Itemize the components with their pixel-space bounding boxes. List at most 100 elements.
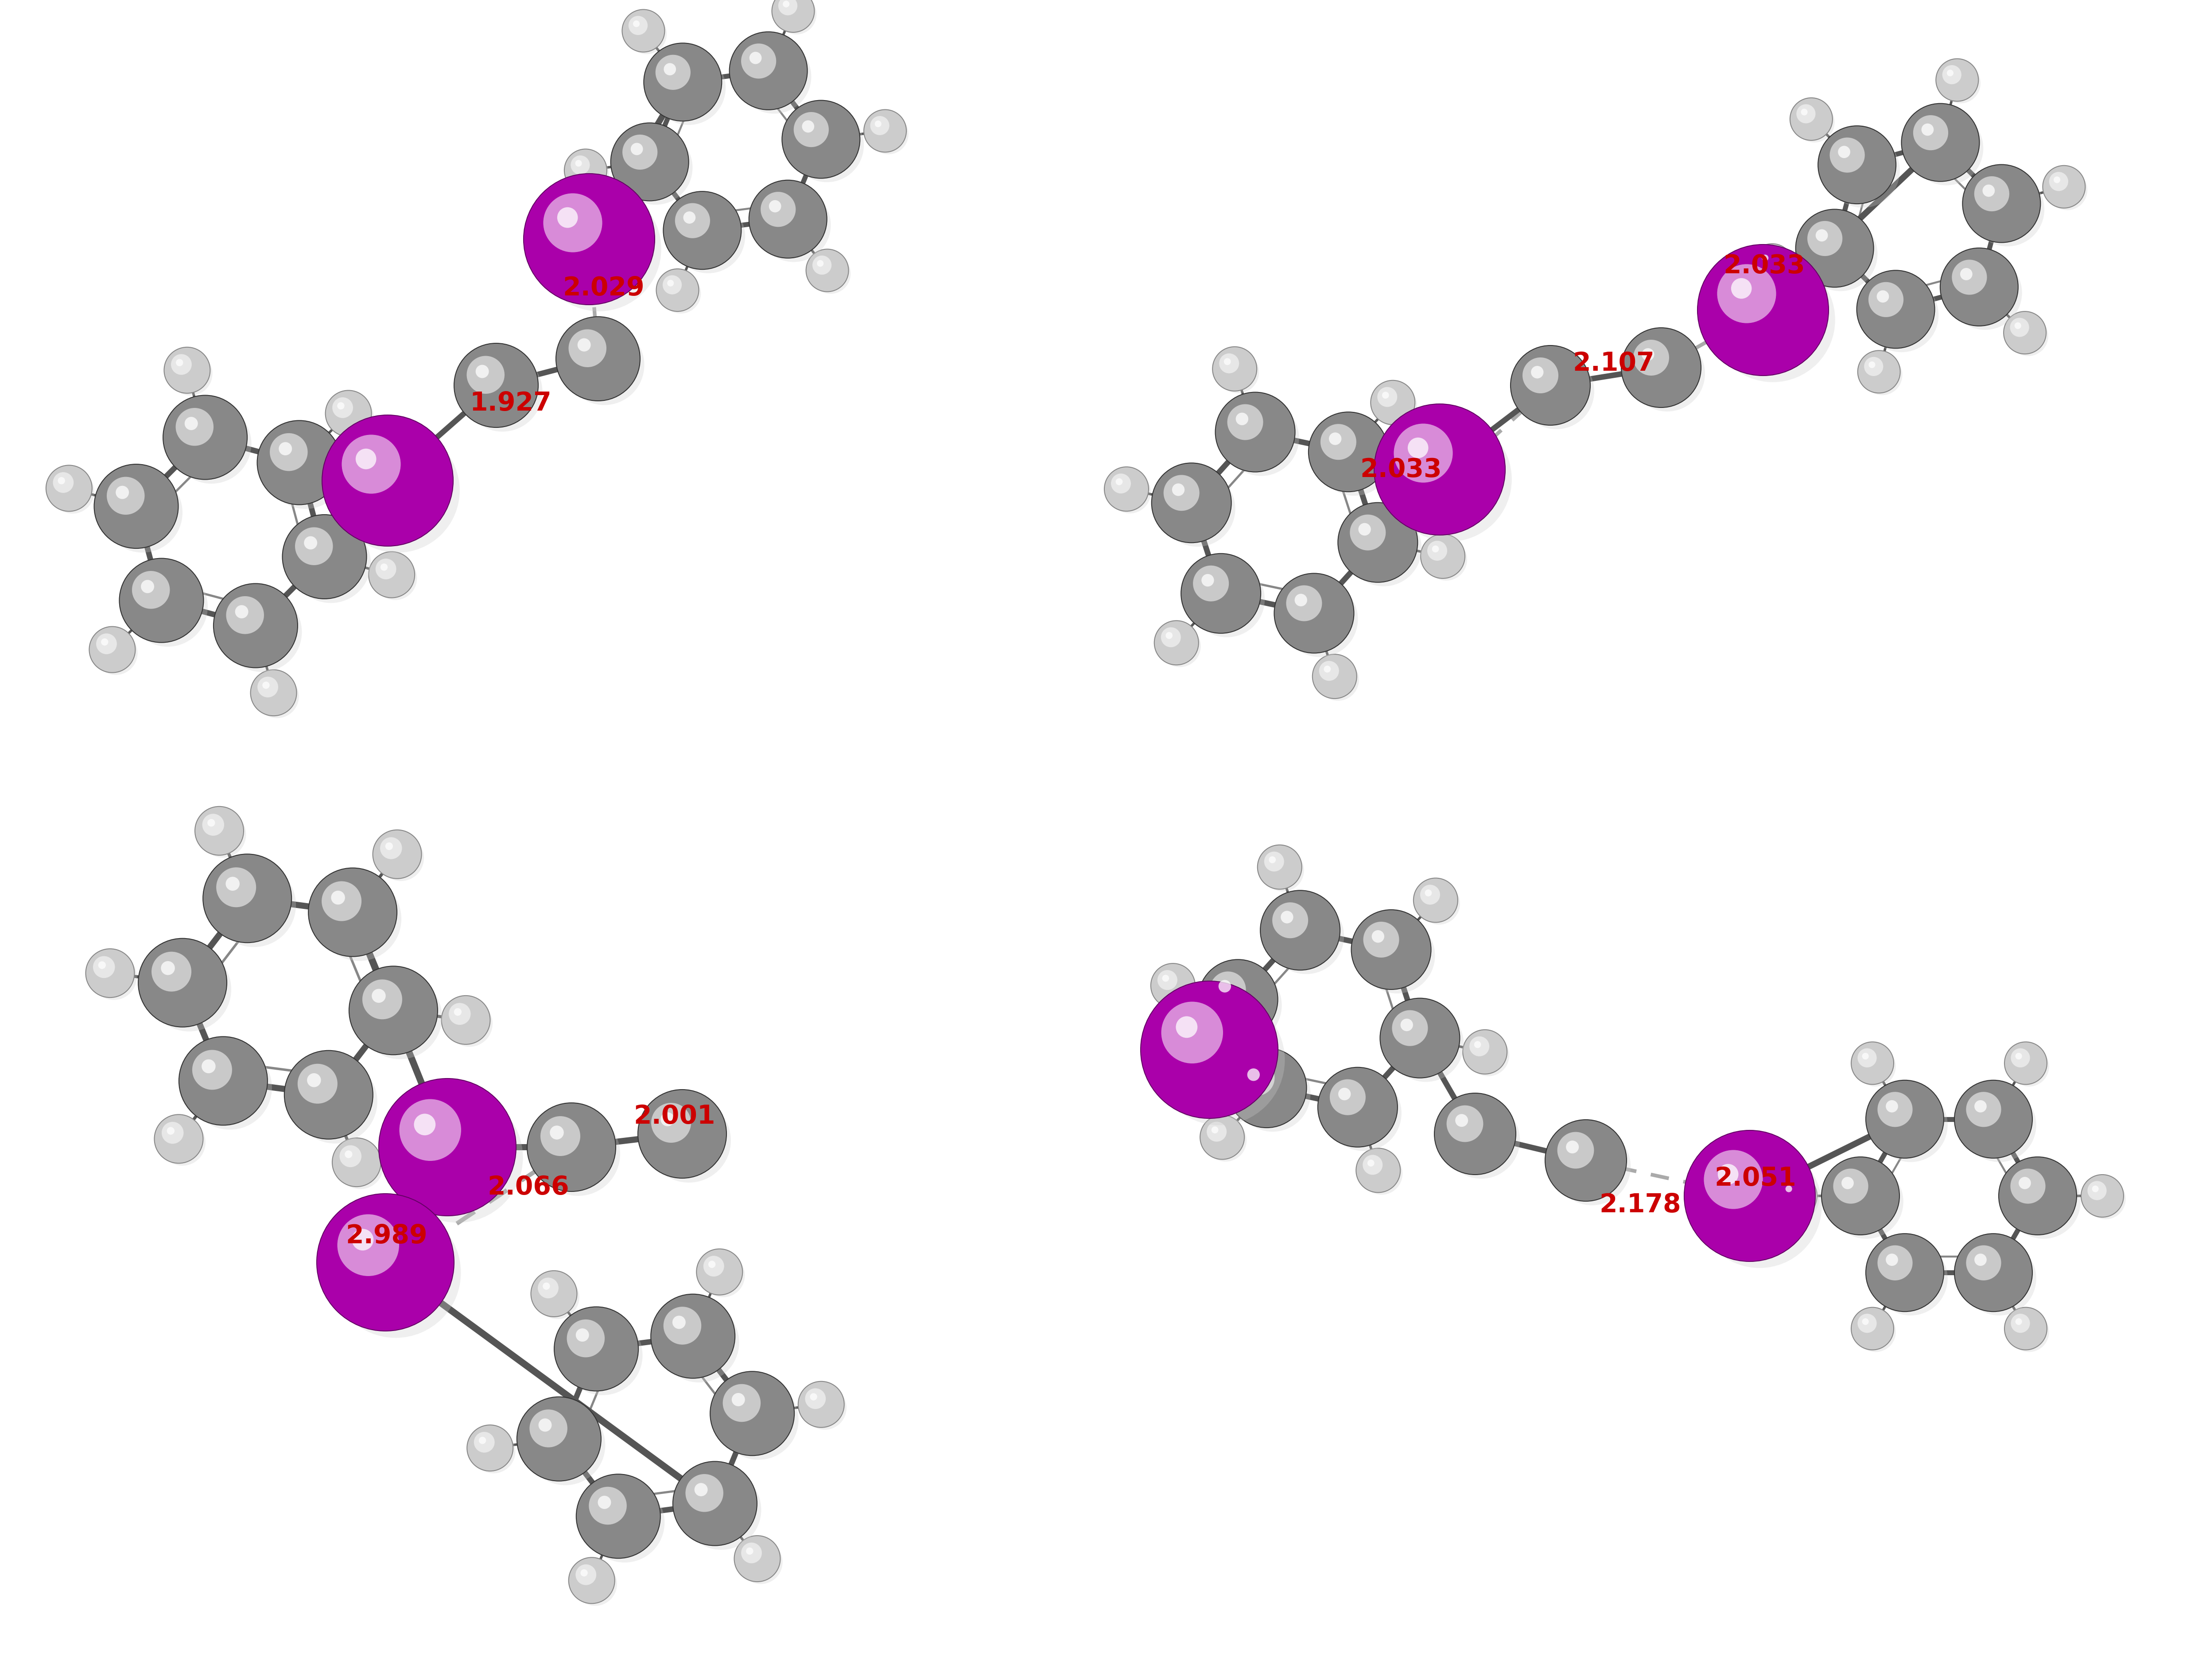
Circle shape (1211, 1126, 1218, 1134)
Circle shape (338, 1142, 384, 1189)
Circle shape (697, 1248, 743, 1295)
Circle shape (1952, 260, 1988, 294)
Circle shape (1862, 1319, 1868, 1326)
Circle shape (538, 1277, 558, 1299)
Circle shape (1388, 1006, 1465, 1082)
Circle shape (357, 974, 441, 1058)
Circle shape (1321, 423, 1357, 460)
Circle shape (141, 580, 154, 593)
Circle shape (1235, 413, 1249, 425)
Circle shape (338, 1215, 399, 1277)
Circle shape (1330, 1079, 1366, 1116)
Circle shape (735, 1536, 781, 1581)
Circle shape (322, 415, 452, 546)
Circle shape (1377, 386, 1396, 407)
Circle shape (1112, 474, 1132, 494)
Circle shape (115, 486, 128, 499)
Circle shape (225, 596, 265, 633)
Circle shape (88, 627, 135, 672)
Text: 2.989: 2.989 (346, 1223, 428, 1248)
Circle shape (1696, 1144, 1822, 1268)
Circle shape (730, 32, 807, 109)
Circle shape (176, 360, 183, 366)
Circle shape (1110, 472, 1152, 514)
Circle shape (869, 116, 889, 134)
Circle shape (1372, 931, 1385, 942)
Circle shape (876, 121, 882, 128)
Circle shape (651, 1102, 690, 1142)
Circle shape (2010, 1312, 2049, 1352)
Circle shape (1961, 269, 1972, 281)
Circle shape (1756, 249, 1796, 289)
Circle shape (783, 0, 790, 7)
Text: 2.001: 2.001 (633, 1104, 715, 1129)
Circle shape (578, 338, 591, 351)
Circle shape (1805, 217, 1877, 291)
Circle shape (1273, 902, 1308, 937)
Circle shape (318, 1194, 454, 1331)
Text: 2.051: 2.051 (1714, 1166, 1796, 1191)
Circle shape (540, 1116, 580, 1156)
Circle shape (2012, 1314, 2030, 1332)
Circle shape (2043, 166, 2085, 208)
Circle shape (558, 207, 578, 228)
Circle shape (1352, 911, 1432, 990)
Circle shape (214, 583, 298, 667)
Circle shape (651, 50, 726, 124)
Circle shape (1359, 522, 1370, 536)
Text: 2.178: 2.178 (1599, 1193, 1681, 1218)
Circle shape (185, 417, 199, 430)
Circle shape (90, 954, 137, 1000)
Circle shape (631, 143, 642, 155)
Circle shape (1163, 475, 1200, 511)
Circle shape (99, 961, 106, 969)
Circle shape (1703, 1151, 1763, 1210)
Circle shape (810, 1393, 816, 1401)
Circle shape (86, 949, 135, 998)
Circle shape (1160, 1001, 1222, 1063)
Circle shape (1141, 981, 1277, 1119)
Circle shape (448, 1003, 470, 1025)
Circle shape (1857, 270, 1935, 348)
Circle shape (1970, 173, 2045, 247)
Circle shape (571, 156, 589, 175)
Circle shape (724, 1384, 761, 1421)
Circle shape (379, 837, 401, 858)
Circle shape (1961, 1242, 2036, 1315)
Circle shape (664, 192, 741, 269)
Circle shape (101, 638, 108, 645)
Circle shape (1796, 210, 1873, 287)
Circle shape (671, 200, 746, 274)
Circle shape (732, 1393, 746, 1406)
Circle shape (1873, 1089, 1948, 1163)
Circle shape (1308, 412, 1388, 492)
Circle shape (377, 835, 424, 880)
Circle shape (1152, 963, 1196, 1008)
Circle shape (536, 1112, 620, 1196)
Circle shape (1180, 553, 1262, 633)
Circle shape (278, 442, 291, 455)
Circle shape (525, 1404, 604, 1485)
Text: 2.029: 2.029 (563, 276, 644, 301)
Circle shape (338, 402, 344, 410)
Circle shape (1774, 1174, 1818, 1216)
Circle shape (1833, 1169, 1868, 1203)
Circle shape (644, 44, 721, 121)
Circle shape (1319, 660, 1339, 680)
Circle shape (633, 20, 640, 27)
Circle shape (476, 365, 490, 378)
Circle shape (163, 395, 247, 479)
Circle shape (651, 1294, 735, 1378)
Circle shape (2091, 1186, 2098, 1193)
Circle shape (598, 1495, 611, 1509)
Circle shape (326, 390, 371, 437)
Circle shape (51, 470, 95, 514)
Circle shape (629, 15, 649, 35)
Circle shape (474, 1431, 494, 1453)
Circle shape (1200, 1116, 1244, 1159)
Text: 2.107: 2.107 (1573, 351, 1654, 376)
Circle shape (589, 1487, 627, 1525)
Circle shape (523, 173, 655, 304)
Circle shape (46, 465, 93, 511)
Circle shape (1240, 1060, 1275, 1095)
